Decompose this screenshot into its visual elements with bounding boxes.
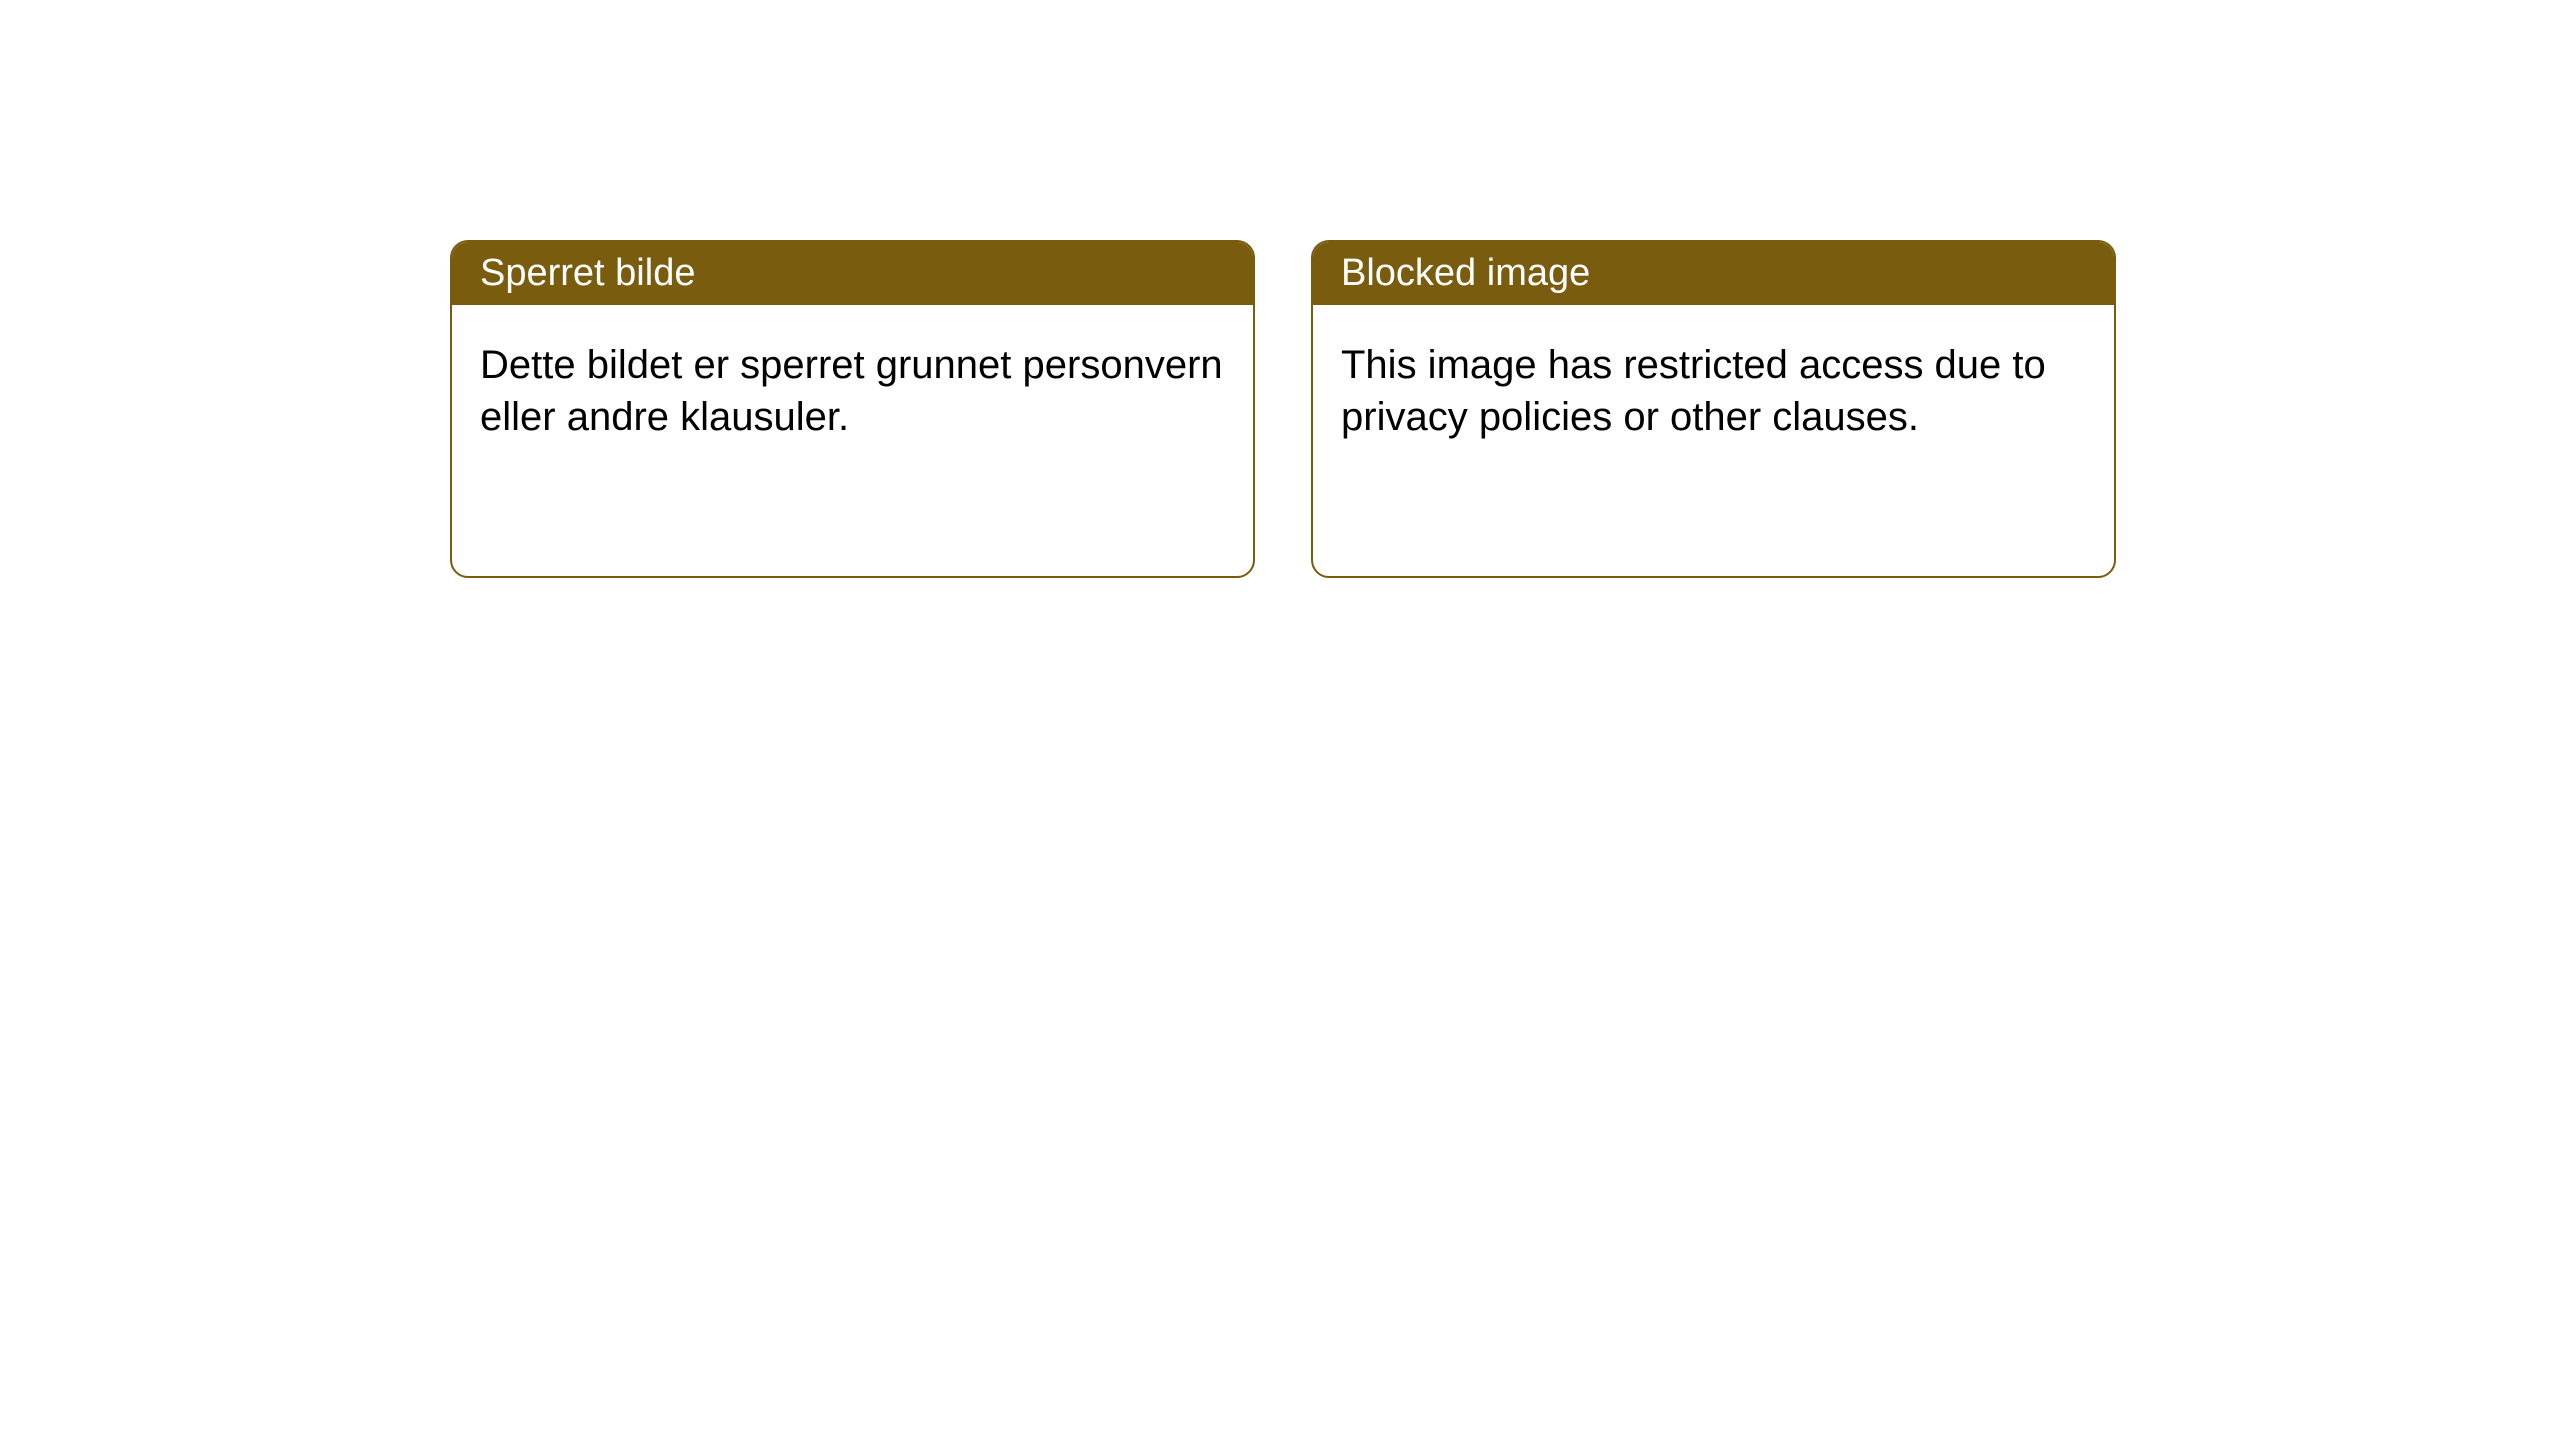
card-body: This image has restricted access due to …	[1313, 305, 2114, 477]
notice-cards-container: Sperret bilde Dette bildet er sperret gr…	[0, 0, 2560, 578]
notice-card-norwegian: Sperret bilde Dette bildet er sperret gr…	[450, 240, 1255, 578]
notice-card-english: Blocked image This image has restricted …	[1311, 240, 2116, 578]
card-body: Dette bildet er sperret grunnet personve…	[452, 305, 1253, 477]
card-header: Sperret bilde	[452, 242, 1253, 305]
card-title: Sperret bilde	[480, 252, 695, 294]
card-body-text: This image has restricted access due to …	[1341, 343, 2046, 439]
card-body-text: Dette bildet er sperret grunnet personve…	[480, 343, 1223, 439]
card-header: Blocked image	[1313, 242, 2114, 305]
card-title: Blocked image	[1341, 252, 1590, 294]
